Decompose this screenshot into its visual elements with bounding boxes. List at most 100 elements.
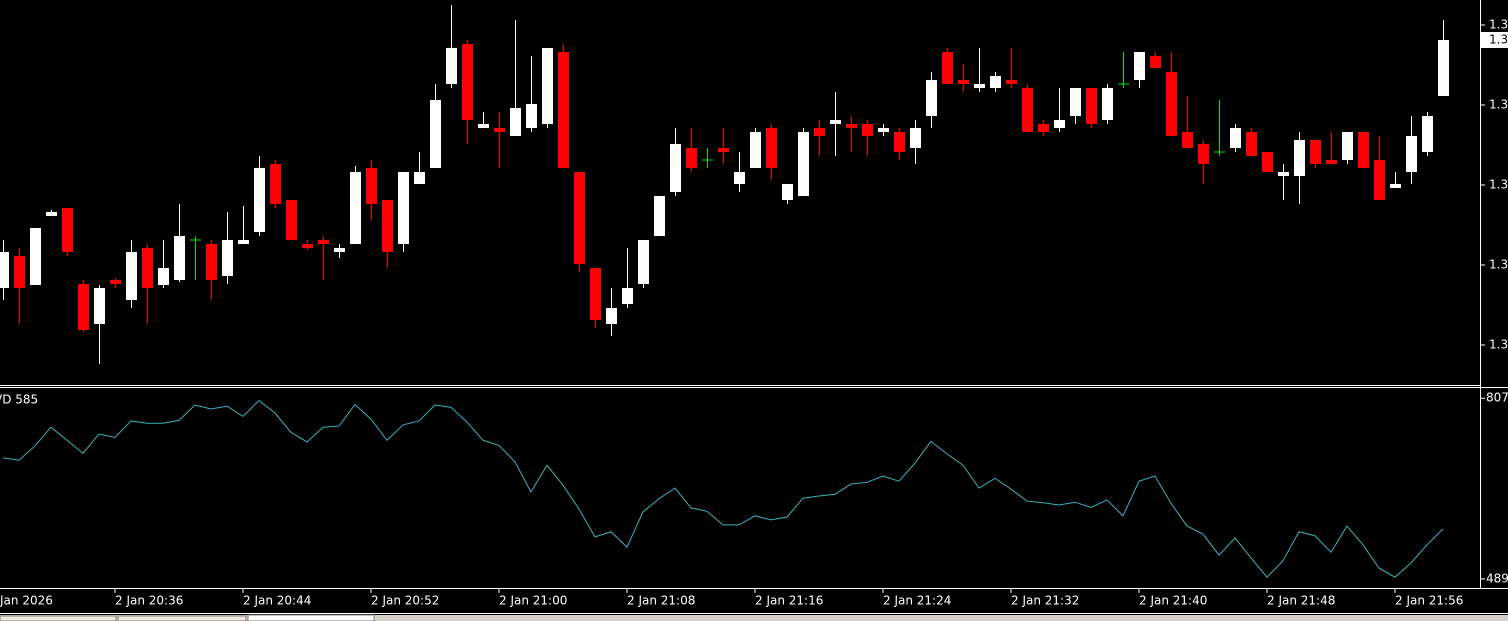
candle-body [1406, 136, 1417, 172]
x-tick-label: 2 Jan 21:48 [1267, 594, 1335, 608]
candle-body [846, 124, 857, 128]
candle-body [126, 252, 137, 300]
candle-body [30, 228, 41, 285]
candle-body [1230, 128, 1241, 148]
candle-body [1246, 132, 1257, 156]
candle-body [830, 120, 841, 124]
candle-body [1198, 144, 1209, 164]
candle-body [734, 172, 745, 184]
x-tick-label: 2 Jan 21:16 [755, 594, 823, 608]
y-tick-label: 807 [1486, 391, 1508, 405]
candle-body [318, 240, 329, 244]
x-tick-label: 2 Jan 21:32 [1011, 594, 1079, 608]
last-price-box [1481, 32, 1508, 48]
candle-body [302, 244, 313, 248]
candle-body [142, 248, 153, 288]
candle-body [254, 168, 265, 232]
candle-body [1422, 116, 1433, 152]
candle-body [1182, 132, 1193, 148]
candle-body [958, 80, 969, 84]
candle-body [14, 256, 25, 288]
candle-body [366, 168, 377, 204]
candle-body [1054, 120, 1065, 128]
tab[interactable] [117, 615, 247, 621]
candle-body [414, 172, 425, 184]
candle-body [1070, 88, 1081, 116]
candle-body [782, 184, 793, 200]
candle-body [1166, 72, 1177, 136]
candle-body [814, 128, 825, 136]
candle-body [1278, 172, 1289, 176]
candle-body [878, 128, 889, 132]
candle-body [494, 128, 505, 132]
candle-body [990, 76, 1001, 88]
candle-body [334, 248, 345, 252]
candle-body [1262, 152, 1273, 172]
candle-body [654, 196, 665, 236]
candle-body [542, 48, 553, 124]
candle-body [926, 80, 937, 116]
x-tick-label: 2 Jan 21:24 [883, 594, 951, 608]
x-tick-label: 2 Jan 20:36 [115, 594, 183, 608]
x-tick-label: 2 Jan 20:52 [371, 594, 439, 608]
x-tick-label: 2 Jan 21:56 [1395, 594, 1463, 608]
candle-body [1390, 184, 1401, 188]
candle-body [766, 128, 777, 168]
candle-body [942, 52, 953, 84]
candle-body [110, 280, 121, 284]
candle-body [62, 208, 73, 252]
x-tick-label: 2 Jan 21:40 [1139, 594, 1207, 608]
candle-body [1358, 132, 1369, 168]
candle-body [1294, 140, 1305, 176]
candle-body [526, 104, 537, 128]
candle-body [1102, 88, 1113, 120]
candle-body [1006, 80, 1017, 84]
x-start-label: Jan 2026 [0, 594, 53, 608]
candle-body [1342, 132, 1353, 160]
candle-body [1150, 56, 1161, 68]
last-price-label: 1.3 [1489, 33, 1508, 47]
candle-body [558, 52, 569, 168]
candle-body [382, 200, 393, 252]
x-tick-label: 2 Jan 21:00 [499, 594, 567, 608]
candle-body [510, 108, 521, 136]
candle-body [1326, 160, 1337, 164]
candle-body [718, 148, 729, 152]
candle-body [206, 244, 217, 280]
candle-body [590, 268, 601, 320]
candle-body [430, 100, 441, 168]
candle-body [94, 288, 105, 324]
x-tick-label: 2 Jan 21:08 [627, 594, 695, 608]
candle-body [606, 308, 617, 324]
candle-body [1022, 88, 1033, 132]
tab[interactable] [247, 614, 375, 621]
candle-body [1438, 40, 1449, 96]
candle-body [462, 44, 473, 120]
candle-body [1038, 124, 1049, 132]
x-tick-label: 2 Jan 20:44 [243, 594, 311, 608]
candle-body [238, 240, 249, 244]
candle-body [638, 240, 649, 284]
candle-body [910, 128, 921, 148]
candle-body [894, 132, 905, 152]
indicator-line [2, 399, 1444, 578]
tab[interactable] [0, 615, 117, 621]
candle-body [0, 252, 9, 288]
tab-bar [0, 615, 1508, 621]
candle-body [1374, 160, 1385, 200]
candle-body [350, 172, 361, 244]
candle-body [174, 236, 185, 280]
y-tick-label: 489 [1486, 571, 1508, 585]
candle-body [686, 148, 697, 168]
candle-body [974, 84, 985, 88]
indicator-title: VD 585 [0, 393, 38, 407]
candle-body [158, 268, 169, 285]
candle-body [478, 124, 489, 128]
candle-body [1310, 140, 1321, 164]
candle-body [286, 200, 297, 240]
candle-body [862, 124, 873, 136]
y-tick-label: 1.3 [1489, 338, 1508, 352]
